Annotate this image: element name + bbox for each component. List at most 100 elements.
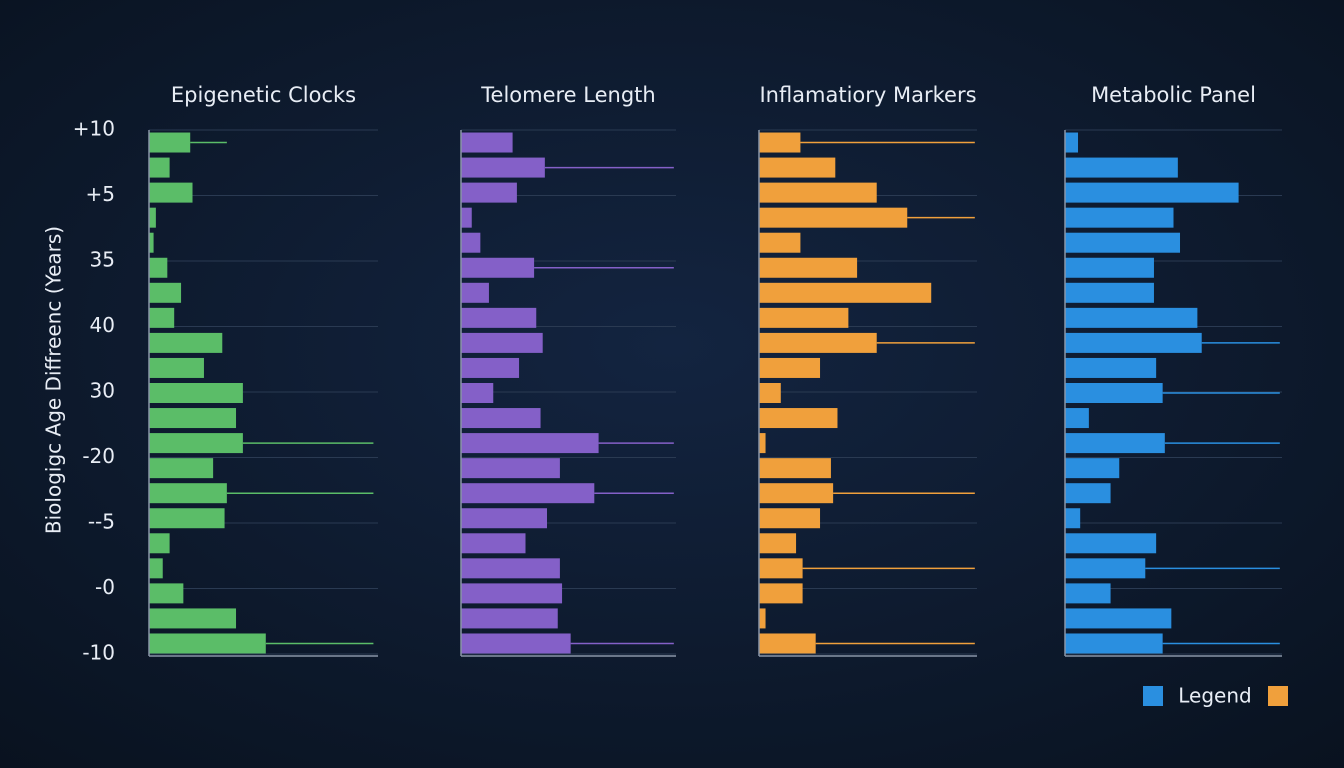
bar: [461, 157, 545, 178]
bar: [461, 558, 560, 579]
bar: [149, 307, 175, 328]
bar: [149, 508, 225, 529]
bar: [1065, 583, 1111, 604]
bar: [759, 458, 831, 479]
y-tick-label: 40: [90, 313, 115, 337]
bar: [461, 307, 537, 328]
bar: [759, 132, 801, 153]
y-tick-label: --5: [88, 510, 115, 534]
panel-title: Epigenetic Clocks: [171, 83, 356, 107]
bar: [149, 282, 182, 303]
bar: [1065, 282, 1154, 303]
bar: [759, 533, 797, 554]
y-axis-label: Biologigc Age Diffreenc (Years): [42, 226, 66, 534]
bar: [149, 132, 191, 153]
y-tick-label: +10: [73, 117, 115, 141]
bar: [759, 207, 908, 228]
bar: [759, 282, 932, 303]
bar: [1065, 533, 1157, 554]
bar: [461, 458, 560, 479]
bar: [149, 182, 193, 203]
bar: [461, 282, 489, 303]
y-tick-label: +5: [86, 182, 115, 206]
bar: [149, 207, 156, 228]
bar: [461, 508, 547, 529]
bar: [461, 633, 571, 654]
bar: [759, 583, 803, 604]
y-tick-label: -20: [82, 444, 115, 468]
bar: [461, 182, 517, 203]
bar: [461, 433, 599, 454]
bar: [461, 232, 481, 253]
bar: [149, 232, 154, 253]
bar: [461, 583, 563, 604]
bar: [1065, 332, 1202, 353]
bar: [461, 483, 595, 504]
bar: [759, 182, 877, 203]
bar: [461, 207, 472, 228]
bar: [149, 483, 227, 504]
bar: [461, 533, 526, 554]
bar: [759, 558, 803, 579]
bar: [759, 383, 781, 403]
bar: [149, 583, 184, 604]
y-tick-label: -10: [82, 641, 115, 665]
bar: [1065, 383, 1163, 403]
bar: [149, 157, 170, 178]
bar: [759, 357, 821, 378]
bar: [1065, 307, 1198, 328]
bar: [759, 332, 877, 353]
bar: [1065, 433, 1165, 454]
bar: [1065, 633, 1163, 654]
bar: [1065, 508, 1081, 529]
bar: [759, 608, 766, 629]
bar: [149, 458, 214, 479]
bar: [461, 383, 494, 403]
bar: [1065, 408, 1089, 429]
bar: [1065, 357, 1157, 378]
bar: [149, 257, 168, 278]
bar: [1065, 483, 1111, 504]
panel-title: Metabolic Panel: [1091, 83, 1256, 107]
bar: [149, 433, 243, 454]
legend-label: Legend: [1178, 684, 1251, 708]
bar: [759, 307, 849, 328]
panel-title: Inflamatiory Markers: [759, 83, 976, 107]
bar: [759, 157, 836, 178]
bar: [149, 608, 237, 629]
bar: [759, 633, 816, 654]
panel-title: Telomere Length: [480, 83, 655, 107]
bar: [149, 332, 223, 353]
bar: [1065, 257, 1154, 278]
bar: [461, 408, 541, 429]
bar: [461, 608, 558, 629]
bar: [461, 332, 543, 353]
bar: [759, 408, 838, 429]
y-tick-label: 30: [90, 379, 115, 403]
bar: [149, 408, 237, 429]
bar: [759, 508, 821, 529]
bar: [149, 533, 170, 554]
bar: [149, 633, 266, 654]
bar: [1065, 132, 1079, 153]
bar: [759, 232, 801, 253]
legend-swatch: [1143, 686, 1163, 706]
bar: [1065, 157, 1178, 178]
bar: [1065, 558, 1146, 579]
bar: [461, 257, 535, 278]
y-tick-label: 35: [90, 248, 115, 272]
bar: [759, 483, 834, 504]
bar: [1065, 232, 1181, 253]
bar: [149, 383, 243, 403]
bar: [759, 433, 766, 454]
bar: [461, 132, 513, 153]
bar: [461, 357, 520, 378]
bar: [759, 257, 858, 278]
bar: [1065, 608, 1172, 629]
bar: [149, 558, 163, 579]
bar: [1065, 458, 1120, 479]
y-tick-label: -0: [95, 575, 115, 599]
bar: [1065, 207, 1174, 228]
